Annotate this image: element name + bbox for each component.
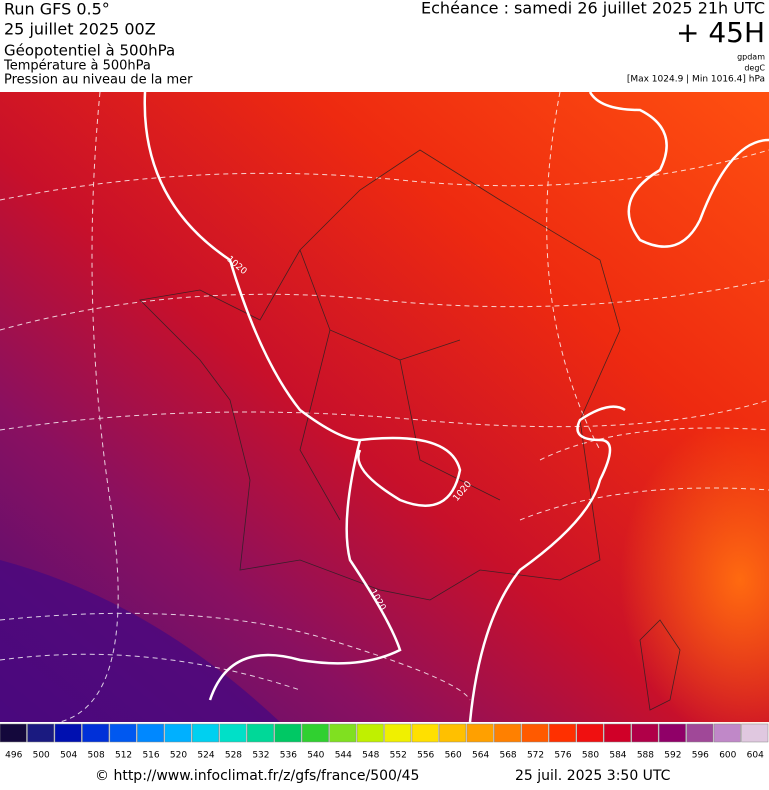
colorbar-swatch bbox=[54, 723, 82, 743]
colorbar-swatch bbox=[82, 723, 110, 743]
borders bbox=[139, 149, 681, 711]
colorbar-label: 552 bbox=[390, 751, 407, 761]
colorbar-label: 544 bbox=[335, 751, 352, 761]
colorbar-label: 556 bbox=[417, 751, 434, 761]
temperature-contours bbox=[0, 91, 769, 723]
unit-label: gpdam bbox=[737, 53, 765, 62]
colorbar-label: 580 bbox=[582, 751, 599, 761]
colorbar-swatch bbox=[658, 723, 686, 743]
valid-time: Echéance : samedi 26 juillet 2025 21h UT… bbox=[421, 0, 765, 18]
colorbar-swatch bbox=[192, 723, 219, 743]
colorbar-label: 596 bbox=[692, 751, 709, 761]
isobars bbox=[143, 91, 769, 723]
colorbar-swatch bbox=[466, 723, 494, 743]
colorbar-swatch bbox=[713, 723, 741, 743]
colorbar-swatch bbox=[109, 723, 137, 743]
pressure-range: [Max 1024.9 | Min 1016.4] hPa bbox=[627, 75, 765, 85]
colorbar-swatch bbox=[521, 723, 549, 743]
colorbar-label: 604 bbox=[747, 751, 764, 761]
colorbar-swatch bbox=[137, 723, 165, 743]
colorbar-swatch bbox=[329, 723, 357, 743]
field-label: Température à 500hPa bbox=[3, 59, 151, 74]
warm-region bbox=[620, 420, 769, 740]
colorbar-swatch bbox=[576, 723, 604, 743]
colorbar-label: 496 bbox=[5, 751, 22, 761]
colorbar-label: 548 bbox=[362, 751, 379, 761]
colorbar-label: 536 bbox=[280, 751, 297, 761]
unit-label: degC bbox=[744, 64, 765, 73]
colorbar-label: 564 bbox=[472, 751, 489, 761]
colorbar-label: 508 bbox=[88, 751, 105, 761]
lead-time: + 45H bbox=[676, 16, 765, 49]
map-area: 1020 1020 1020 bbox=[0, 91, 769, 740]
colorbar-label: 516 bbox=[142, 751, 159, 761]
colorbar-label: 600 bbox=[719, 751, 736, 761]
source-url: © http://www.infoclimat.fr/z/gfs/france/… bbox=[95, 768, 419, 784]
colorbar-label: 540 bbox=[307, 751, 324, 761]
colorbar: 496 500 504 508 512 516 520 524 528 532 536 540 544 5… bbox=[0, 723, 769, 761]
colorbar-label: 520 bbox=[170, 751, 187, 761]
colorbar-swatch bbox=[274, 723, 302, 743]
colorbar-label: 532 bbox=[252, 751, 269, 761]
colorbar-swatch bbox=[631, 723, 659, 743]
colorbar-swatch bbox=[411, 723, 439, 743]
colorbar-label: 576 bbox=[554, 751, 571, 761]
colorbar-swatch bbox=[686, 723, 714, 743]
colorbar-swatch bbox=[219, 723, 247, 743]
colorbar-label: 584 bbox=[609, 751, 626, 761]
colorbar-label: 524 bbox=[197, 751, 214, 761]
colorbar-label: 500 bbox=[33, 751, 50, 761]
colorbar-swatch bbox=[384, 723, 412, 743]
colorbar-swatch bbox=[246, 723, 274, 743]
colorbar-swatch bbox=[356, 723, 384, 743]
colorbar-label: 592 bbox=[664, 751, 681, 761]
colorbar-swatch bbox=[549, 723, 576, 743]
colorbar-swatch bbox=[741, 723, 769, 743]
field-label: Pression au niveau de la mer bbox=[4, 73, 193, 88]
colorbar-swatch bbox=[27, 723, 55, 743]
colorbar-label: 572 bbox=[527, 751, 544, 761]
colorbar-swatch bbox=[301, 723, 329, 743]
colorbar-label: 560 bbox=[445, 751, 462, 761]
field-label: Géopotentiel à 500hPa bbox=[4, 42, 175, 60]
run-date: 25 juillet 2025 00Z bbox=[4, 20, 156, 39]
cold-region bbox=[0, 560, 280, 722]
colorbar-label: 528 bbox=[225, 751, 242, 761]
generated-time: 25 juil. 2025 3:50 UTC bbox=[515, 768, 671, 784]
colorbar-label: 568 bbox=[499, 751, 516, 761]
colorbar-swatch bbox=[439, 723, 467, 743]
colorbar-swatch bbox=[164, 723, 192, 743]
colorbar-swatch bbox=[0, 723, 27, 743]
run-title: Run GFS 0.5° bbox=[4, 0, 110, 19]
colorbar-label: 504 bbox=[60, 751, 77, 761]
colorbar-label: 588 bbox=[637, 751, 654, 761]
colorbar-swatch bbox=[603, 723, 631, 743]
colorbar-label: 512 bbox=[115, 751, 132, 761]
colorbar-swatch bbox=[494, 723, 522, 743]
